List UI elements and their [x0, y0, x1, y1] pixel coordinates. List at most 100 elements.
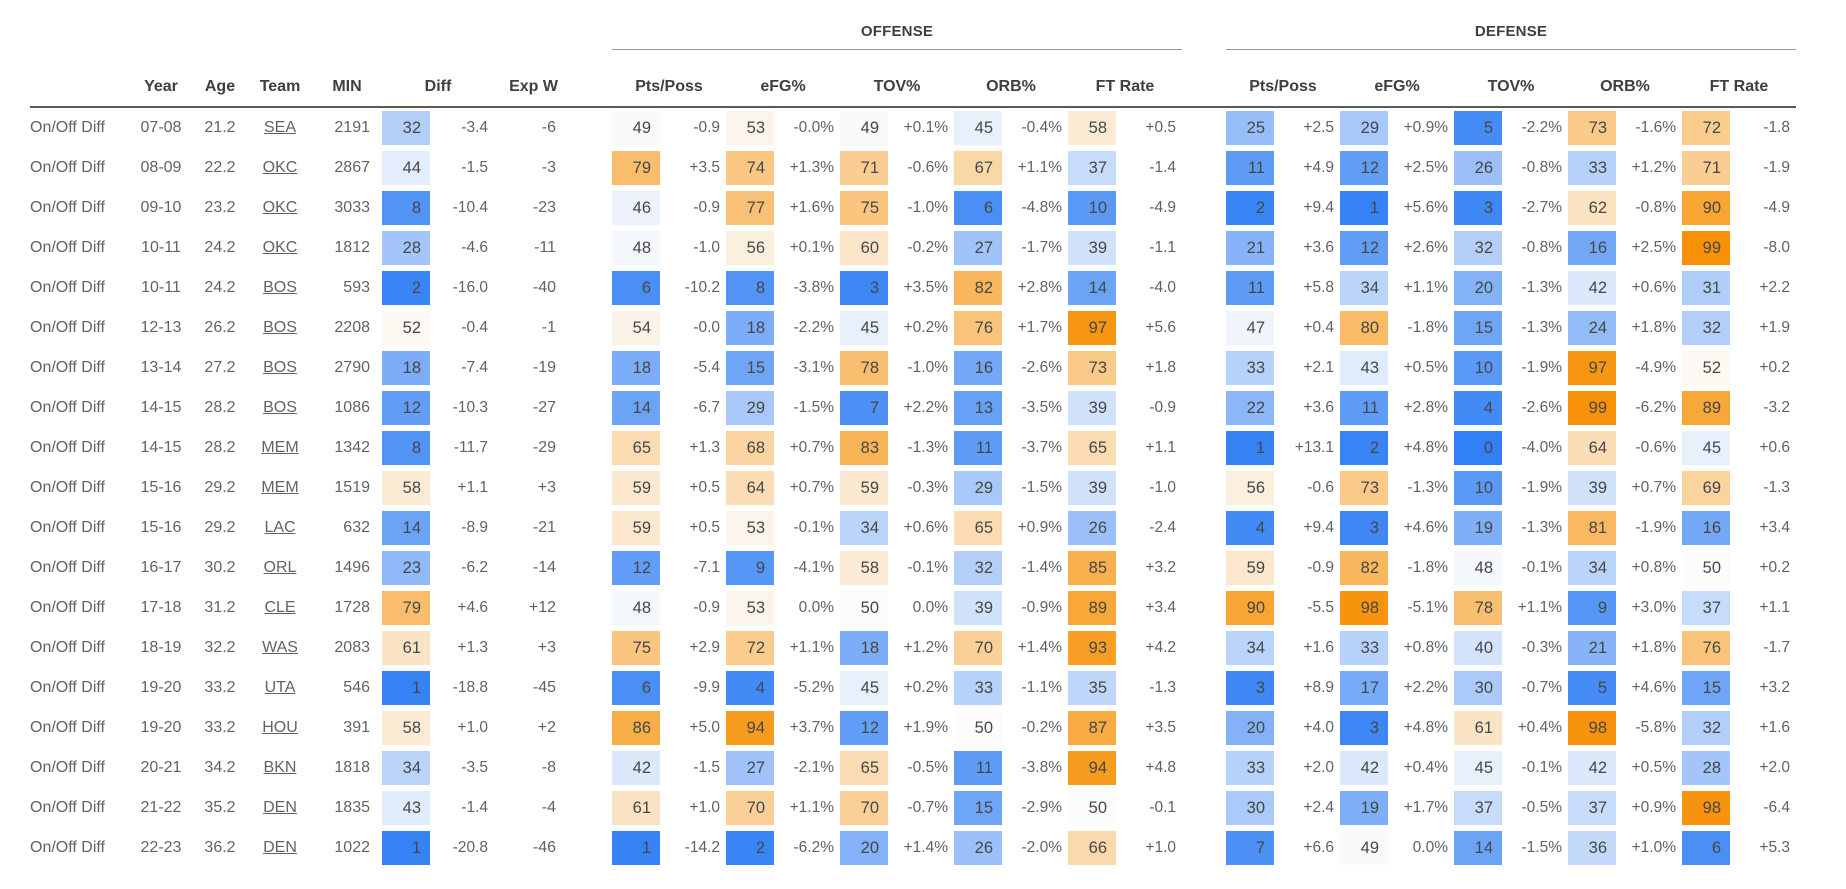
defense-ft-rate-pct-cell: 6 [1682, 831, 1730, 865]
team-link[interactable]: HOU [262, 719, 298, 736]
diff-value: -10.3 [452, 399, 488, 416]
year-cell: 14-15 [140, 439, 182, 456]
defense-tov-pct-cell: 61 [1454, 711, 1502, 745]
offense-tov-value: 0.0% [912, 599, 948, 616]
team-link[interactable]: BOS [263, 319, 297, 336]
team-link[interactable]: SEA [263, 119, 296, 136]
offense-pts-poss-value: -6.7 [693, 399, 720, 416]
diff-value: -8.9 [461, 519, 488, 536]
offense-group-header: OFFENSE [612, 23, 1182, 50]
offense-ft-rate-value: -1.0 [1149, 479, 1176, 496]
defense-pts-poss-value: +5.8 [1303, 279, 1334, 296]
table-row: On/Off Diff 14-15 28.2 MEM 1342 8 -11.7 -29 65 +1… [30, 428, 1796, 468]
table-row: On/Off Diff 10-11 24.2 BOS 593 2 -16.0 -40 6 -10.… [30, 268, 1796, 308]
defense-ft-rate-pct-cell: 50 [1682, 551, 1730, 585]
team-link[interactable]: OKC [262, 159, 298, 176]
defense-pts-poss-value: +1.6 [1303, 639, 1334, 656]
offense-efg-value: -1.5% [793, 399, 835, 416]
defense-ft-rate-value: +0.2 [1759, 559, 1790, 576]
defense-efg-value: +4.6% [1403, 519, 1448, 536]
team-link[interactable]: LAC [264, 519, 296, 536]
defense-efg-value: +0.4% [1403, 759, 1448, 776]
offense-efg-pct-cell: 64 [726, 471, 774, 505]
defense-orb-value: +1.8% [1631, 639, 1676, 656]
defense-efg-value: +4.8% [1403, 719, 1448, 736]
defense-tov-value: -0.1% [1521, 759, 1563, 776]
group-gap [1182, 288, 1226, 289]
defense-efg-pct-cell: 1 [1340, 191, 1388, 225]
diff-pct-cell: 8 [382, 191, 430, 225]
diff-pct-cell: 14 [382, 511, 430, 545]
team-cell: HOU [248, 719, 312, 737]
defense-orb-value: -1.9% [1635, 519, 1677, 536]
offense-tov-value: +1.4% [903, 839, 948, 856]
team-link[interactable]: OKC [262, 239, 298, 256]
defense-pts-poss-value: +8.9 [1303, 679, 1334, 696]
offense-pts-poss-value: -1.5 [693, 759, 720, 776]
group-gap [572, 848, 612, 849]
age-cell: 21.2 [204, 119, 236, 136]
offense-tov-pct-cell: 71 [840, 151, 888, 185]
defense-ft-rate-pct-cell: 76 [1682, 631, 1730, 665]
offense-efg-value: -2.1% [793, 759, 835, 776]
defense-tov-column-header: TOV% [1487, 78, 1535, 95]
defense-tov-pct-cell: 20 [1454, 271, 1502, 305]
offense-orb-pct-cell: 13 [954, 391, 1002, 425]
offense-efg-value: -3.8% [793, 279, 835, 296]
defense-efg-pct-cell: 19 [1340, 791, 1388, 825]
defense-orb-pct-cell: 5 [1568, 671, 1616, 705]
defense-efg-pct-cell: 82 [1340, 551, 1388, 585]
defense-orb-pct-cell: 37 [1568, 791, 1616, 825]
defense-efg-value: 0.0% [1412, 839, 1448, 856]
table-row: On/Off Diff 08-09 22.2 OKC 2867 44 -1.5 -3 79 +3.… [30, 148, 1796, 188]
offense-ft-rate-value: +0.5 [1145, 119, 1176, 136]
min-cell: 2083 [334, 639, 370, 656]
exp-w-value: -11 [534, 239, 556, 256]
team-link[interactable]: WAS [262, 639, 298, 656]
offense-orb-pct-cell: 65 [954, 511, 1002, 545]
offense-orb-pct-cell: 26 [954, 831, 1002, 865]
defense-efg-column-header: eFG% [1374, 78, 1420, 95]
team-cell: OKC [248, 159, 312, 177]
defense-tov-pct-cell: 45 [1454, 751, 1502, 785]
age-cell: 28.2 [204, 439, 236, 456]
team-link[interactable]: DEN [263, 799, 297, 816]
team-link[interactable]: OKC [262, 199, 298, 216]
table-row: On/Off Diff 19-20 33.2 HOU 391 58 +1.0 +2 86 +5.0… [30, 708, 1796, 748]
offense-efg-value: 0.0% [798, 599, 834, 616]
year-cell: 10-11 [141, 239, 181, 256]
team-link[interactable]: MEM [261, 479, 299, 496]
offense-tov-pct-cell: 65 [840, 751, 888, 785]
defense-tov-pct-cell: 78 [1454, 591, 1502, 625]
exp-w-value: -1 [541, 319, 556, 336]
group-gap [1182, 688, 1226, 689]
offense-pts-poss-value: -1.0 [693, 239, 720, 256]
offense-orb-pct-cell: 45 [954, 111, 1002, 145]
team-link[interactable]: MEM [261, 439, 299, 456]
team-link[interactable]: BOS [263, 279, 297, 296]
offense-orb-value: -1.5% [1021, 479, 1063, 496]
age-cell: 22.2 [204, 159, 236, 176]
min-cell: 1086 [334, 399, 370, 416]
team-link[interactable]: UTA [264, 679, 296, 696]
team-link[interactable]: BKN [263, 759, 297, 776]
defense-tov-value: -0.5% [1521, 799, 1563, 816]
team-link[interactable]: CLE [264, 599, 296, 616]
team-link[interactable]: BOS [263, 399, 297, 416]
diff-pct-cell: 23 [382, 551, 430, 585]
min-cell: 2790 [334, 359, 370, 376]
column-header-row: Year Age Team MIN Diff Exp W Pts/Poss eFG… [30, 50, 1796, 108]
offense-efg-pct-cell: 72 [726, 631, 774, 665]
team-link[interactable]: DEN [263, 839, 297, 856]
group-gap [572, 768, 612, 769]
team-link[interactable]: ORL [263, 559, 297, 576]
group-gap [1182, 368, 1226, 369]
diff-value: +1.1 [457, 479, 488, 496]
group-gap [572, 168, 612, 169]
team-link[interactable]: BOS [263, 359, 297, 376]
defense-ft-rate-value: +1.1 [1759, 599, 1790, 616]
defense-pts-poss-column-header: Pts/Poss [1249, 78, 1317, 95]
offense-efg-value: +1.6% [789, 199, 834, 216]
offense-pts-poss-pct-cell: 59 [612, 511, 660, 545]
offense-orb-value: -2.0% [1021, 839, 1063, 856]
